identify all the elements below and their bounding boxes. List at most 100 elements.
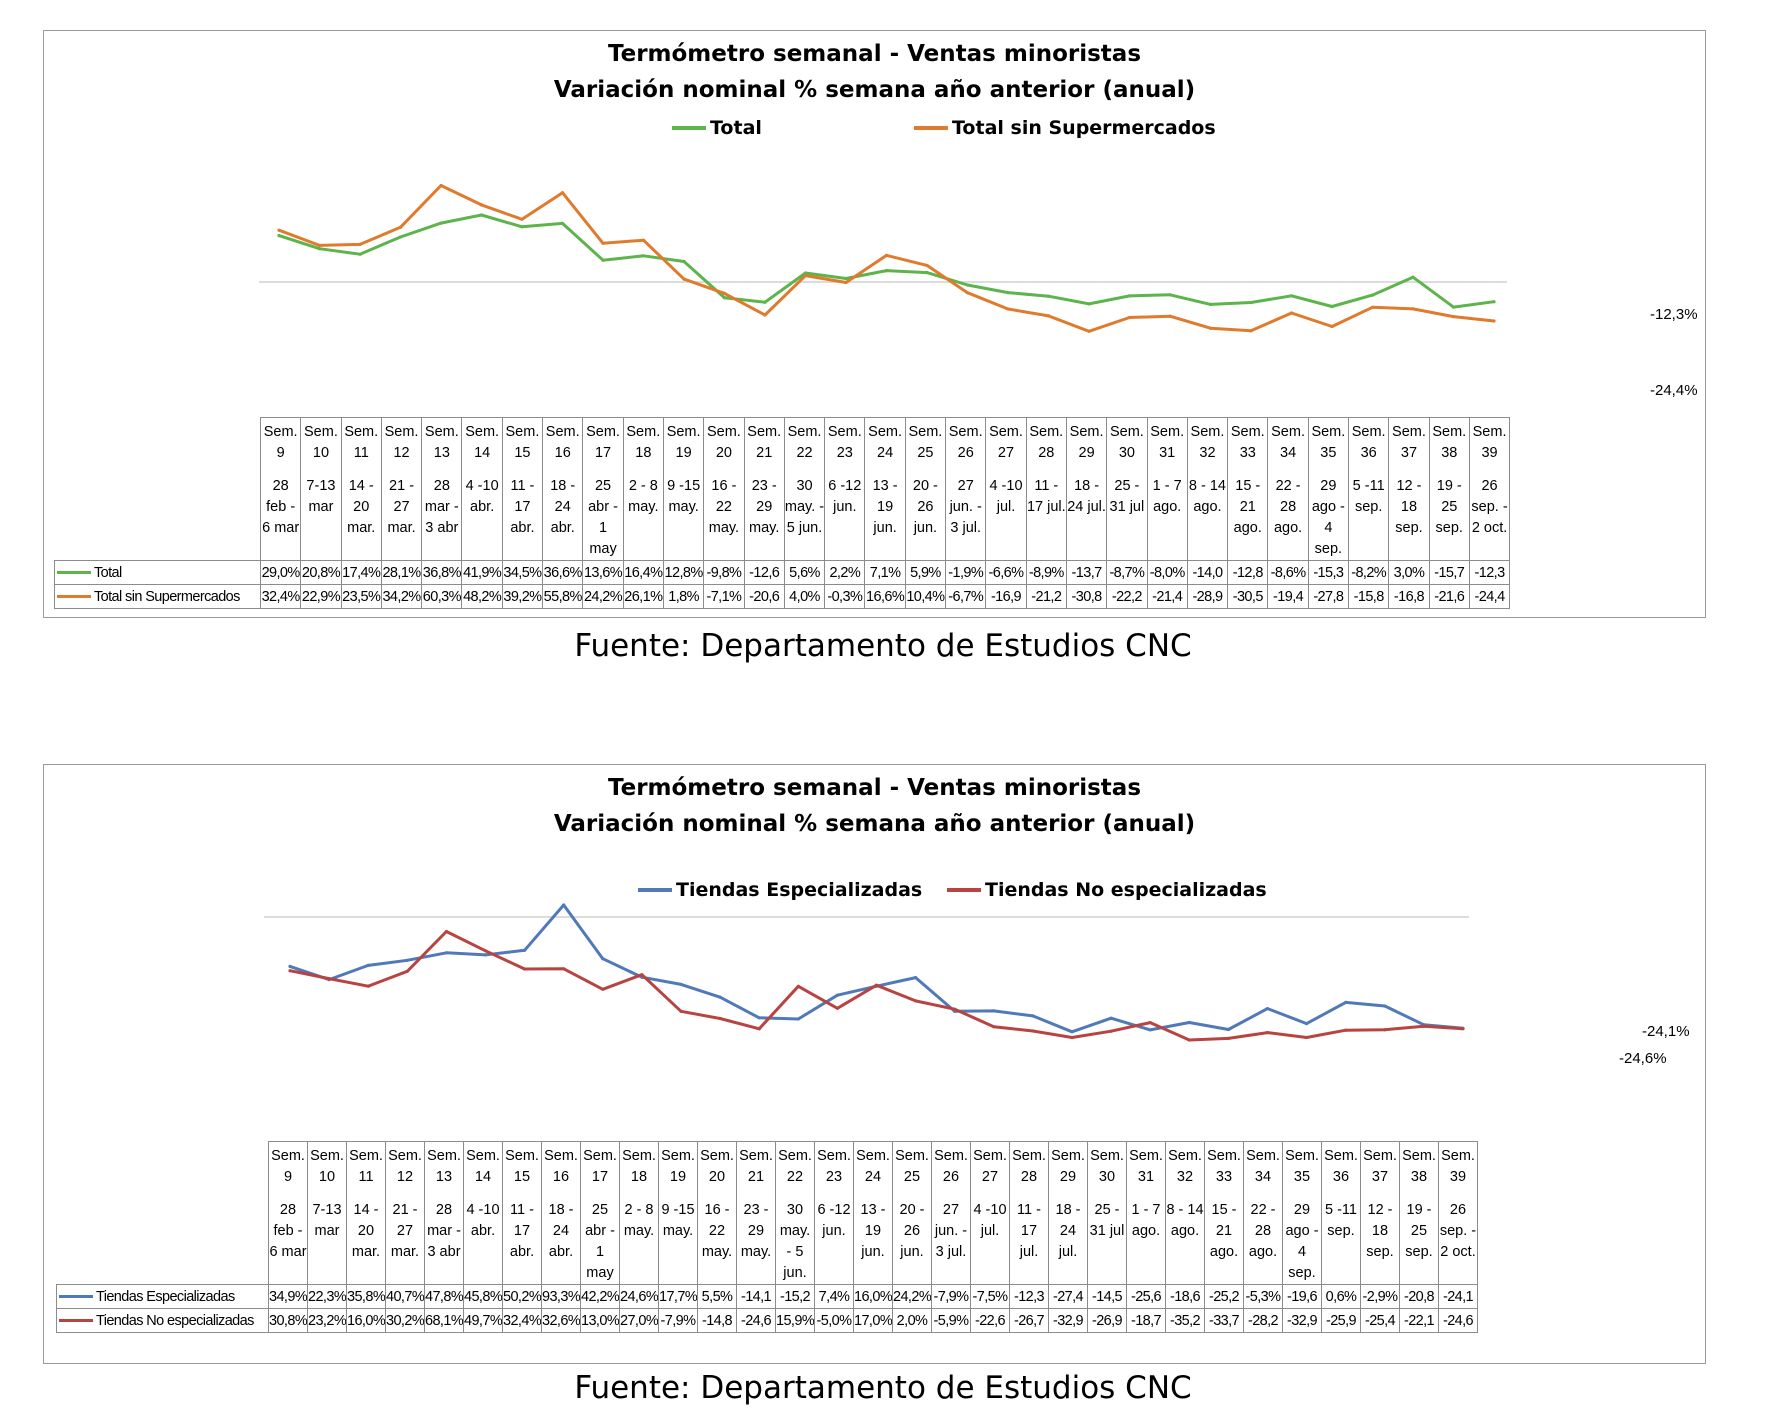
series-line-total xyxy=(278,213,1495,309)
week-label: Sem. 9 xyxy=(263,424,298,461)
data-label: -16,9 xyxy=(985,584,1027,609)
legend-item-total-sin-supermercados: Total sin Supermercados xyxy=(914,117,1216,139)
week-label: Sem. 24 xyxy=(868,424,903,461)
date-range-label: 22 - 28 ago. xyxy=(1273,478,1303,536)
date-range-label: 27 jun. - 3 jul. xyxy=(949,478,982,536)
data-label: 34,9% xyxy=(268,1284,308,1309)
legend-label: Tiendas No especializadas xyxy=(985,879,1267,901)
data-label: 28,1% xyxy=(380,560,423,585)
data-label: 16,0% xyxy=(853,1284,893,1309)
data-point xyxy=(1127,315,1132,320)
data-label: -24,4 xyxy=(1468,584,1511,609)
data-point xyxy=(722,291,727,295)
table-column-header: Sem. 12 21 - 27 mar. xyxy=(380,417,423,561)
date-range-label: 25 abr - 1 may xyxy=(585,1202,615,1281)
data-point xyxy=(1006,291,1010,295)
table-column-header: Sem. 28 11 - 17 jul. xyxy=(1009,1141,1049,1285)
week-label: Sem. 18 xyxy=(622,1148,656,1185)
week-label: Sem. 29 xyxy=(1069,424,1104,461)
data-label: 15,9% xyxy=(775,1308,815,1333)
data-point xyxy=(317,243,322,247)
week-label: Sem. 39 xyxy=(1441,1148,1475,1185)
data-point xyxy=(327,977,331,981)
data-point xyxy=(884,253,889,257)
data-point xyxy=(757,1016,761,1020)
data-label: -9,8% xyxy=(703,560,745,585)
week-label: Sem. 33 xyxy=(1230,424,1265,461)
data-point xyxy=(1006,307,1010,311)
table-column-header: Sem. 33 15 - 21 ago. xyxy=(1227,417,1269,561)
data-label: 47,8% xyxy=(424,1284,464,1309)
data-label: -6,6% xyxy=(985,560,1027,585)
data-point xyxy=(965,291,970,295)
data-point xyxy=(844,280,848,285)
data-point xyxy=(562,903,566,907)
table-column-header: Sem. 25 20 - 26 jun. xyxy=(904,417,947,561)
week-label: Sem. 14 xyxy=(466,1148,500,1185)
data-label: 24,2% xyxy=(582,584,624,609)
data-label: 13,0% xyxy=(580,1308,620,1333)
data-label: 68,1% xyxy=(424,1308,464,1333)
table-corner xyxy=(56,1141,269,1285)
week-label: Sem. 10 xyxy=(304,424,338,461)
data-label: 13,6% xyxy=(582,560,624,585)
data-label: -8,6% xyxy=(1267,560,1309,585)
data-label: 4,0% xyxy=(783,584,826,609)
legend-line-icon xyxy=(672,126,706,130)
data-point xyxy=(1330,324,1334,329)
week-label: Sem. 15 xyxy=(505,424,540,461)
table-column-header: Sem. 17 25 abr - 1 may xyxy=(582,417,624,561)
table-column-header: Sem. 14 4 -10 abr. xyxy=(461,417,503,561)
end-value-label-especializadas: -24,1% xyxy=(1642,1023,1690,1040)
data-point xyxy=(601,987,605,991)
week-label: Sem. 17 xyxy=(583,1148,617,1185)
data-point xyxy=(1148,1021,1152,1025)
data-label: 23,2% xyxy=(307,1308,347,1333)
data-point xyxy=(523,948,527,952)
date-range-label: 1 - 7 ago. xyxy=(1152,478,1182,515)
data-label: -20,6 xyxy=(743,584,785,609)
data-label: -19,4 xyxy=(1267,584,1309,609)
series-name: Tiendas No especializadas xyxy=(96,1312,254,1329)
data-table: Sem. 9 28 feb - 6 mar Sem. 10 7-13 mar Sem. … xyxy=(54,417,1511,609)
date-range-label: 21 - 27 mar. xyxy=(390,1202,420,1260)
data-label: 27,0% xyxy=(619,1308,659,1333)
table-column-header: Sem. 30 25 - 31 jul xyxy=(1087,1141,1127,1285)
data-point xyxy=(718,995,722,999)
data-label: 26,1% xyxy=(622,584,664,609)
data-point xyxy=(1127,294,1132,298)
data-point xyxy=(1046,314,1051,318)
date-range-label: 28 mar - 3 abr xyxy=(424,478,459,536)
data-point xyxy=(925,271,929,275)
data-label: -0,3% xyxy=(824,584,866,609)
table-column-header: Sem. 38 19 - 25 sep. xyxy=(1428,417,1470,561)
date-range-label: 6 -12 jun. xyxy=(828,478,862,515)
date-range-label: 8 - 14 ago. xyxy=(1166,1202,1204,1239)
data-point xyxy=(562,967,566,971)
table-column-header: Sem. 32 8 - 14 ago. xyxy=(1165,1141,1205,1285)
date-range-label: 9 -15 may. xyxy=(667,478,701,515)
week-label: Sem. 12 xyxy=(384,424,419,461)
date-range-label: 1 - 7 ago. xyxy=(1131,1202,1161,1239)
data-label: -13,7 xyxy=(1065,560,1108,585)
data-label: -8,0% xyxy=(1146,560,1188,585)
table-column-header: Sem. 13 28 mar - 3 abr xyxy=(424,1141,464,1285)
data-point xyxy=(520,225,524,229)
date-range-label: 11 - 17 jul. xyxy=(1017,1202,1041,1260)
table-column-header: Sem. 20 16 - 22 may. xyxy=(703,417,745,561)
week-label: Sem. 22 xyxy=(787,424,822,461)
legend-line-icon xyxy=(914,126,948,130)
date-range-label: 2 - 8 may. xyxy=(623,1202,655,1239)
data-label: -7,5% xyxy=(970,1284,1010,1309)
data-label: -27,8 xyxy=(1307,584,1350,609)
table-column-header: Sem. 22 30 may. - 5 jun. xyxy=(775,1141,815,1285)
table-column-header: Sem. 11 14 - 20 mar. xyxy=(340,417,382,561)
week-label: Sem. 21 xyxy=(739,1148,773,1185)
data-label: 7,1% xyxy=(864,560,906,585)
week-label: Sem. 16 xyxy=(545,424,580,461)
data-point xyxy=(1411,307,1415,311)
table-column-header: Sem. 27 4 -10 jul. xyxy=(985,417,1027,561)
data-point xyxy=(439,183,443,188)
data-label: -22,1 xyxy=(1399,1308,1439,1333)
data-point xyxy=(1422,1024,1426,1028)
